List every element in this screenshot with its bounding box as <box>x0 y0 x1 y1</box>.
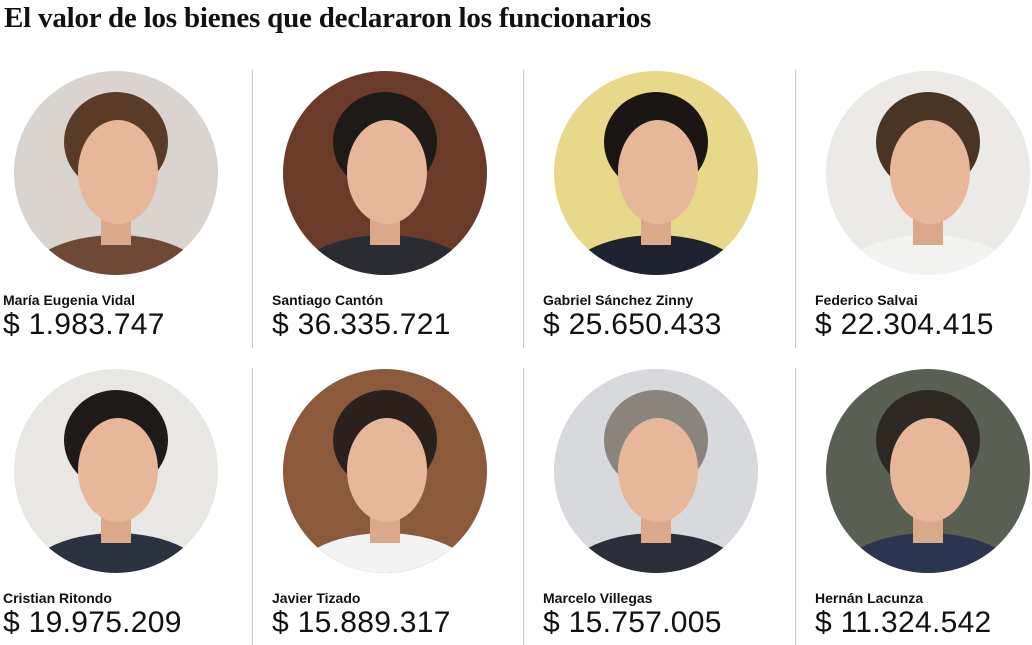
portrait <box>554 369 758 573</box>
portrait-group <box>283 369 487 573</box>
body <box>561 235 751 275</box>
column-divider <box>795 70 796 348</box>
face <box>890 418 970 522</box>
person-name: Marcelo Villegas <box>543 590 653 606</box>
portrait <box>554 71 758 275</box>
portrait <box>14 71 218 275</box>
person-name: Federico Salvai <box>815 292 918 308</box>
portrait <box>826 369 1030 573</box>
person-name: Hernán Lacunza <box>815 590 924 606</box>
body <box>833 533 1023 573</box>
portrait-group <box>554 71 758 275</box>
column-divider <box>523 368 524 645</box>
person-name: Javier Tizado <box>272 590 361 606</box>
face <box>618 120 698 224</box>
body <box>561 533 751 573</box>
face <box>347 120 427 224</box>
person-card: Cristian Ritondo $ 19.975.209 <box>3 368 261 645</box>
declared-amount: $ 15.889.317 <box>272 606 451 639</box>
person-card: Hernán Lacunza $ 11.324.542 <box>815 368 1032 645</box>
body <box>21 533 211 573</box>
declared-amount: $ 22.304.415 <box>815 308 994 341</box>
body <box>21 235 211 275</box>
person-card: Federico Salvai $ 22.304.415 <box>815 70 1032 368</box>
person-card: Santiago Cantón $ 36.335.721 <box>272 70 530 368</box>
person-card: Marcelo Villegas $ 15.757.005 <box>543 368 801 645</box>
declared-amount: $ 36.335.721 <box>272 308 451 341</box>
declared-amount: $ 19.975.209 <box>3 606 182 639</box>
face <box>890 120 970 224</box>
portrait-group <box>826 369 1030 573</box>
declared-amount: $ 15.757.005 <box>543 606 722 639</box>
column-divider <box>795 368 796 645</box>
declared-amount: $ 25.650.433 <box>543 308 722 341</box>
portrait <box>283 369 487 573</box>
portrait-group <box>14 369 218 573</box>
column-divider <box>252 70 253 348</box>
body <box>290 533 480 573</box>
person-name: María Eugenia Vidal <box>3 292 136 308</box>
person-card: Gabriel Sánchez Zinny $ 25.650.433 <box>543 70 801 368</box>
declared-amount: $ 1.983.747 <box>3 308 165 341</box>
face <box>78 418 158 522</box>
face <box>78 120 158 224</box>
portrait-group <box>283 71 487 275</box>
portrait-group <box>14 71 218 275</box>
person-name: Gabriel Sánchez Zinny <box>543 292 694 308</box>
face <box>347 418 427 522</box>
portrait-group <box>826 71 1030 275</box>
face <box>618 418 698 522</box>
title: El valor de los bienes que declararon lo… <box>4 2 652 34</box>
column-divider <box>252 368 253 645</box>
declared-amount: $ 11.324.542 <box>815 606 992 639</box>
portrait <box>14 369 218 573</box>
portrait <box>826 71 1030 275</box>
person-name: Cristian Ritondo <box>3 590 112 606</box>
person-name: Santiago Cantón <box>272 292 384 308</box>
person-card: Javier Tizado $ 15.889.317 <box>272 368 530 645</box>
portrait-group <box>554 369 758 573</box>
body <box>833 235 1023 275</box>
person-card: María Eugenia Vidal $ 1.983.747 <box>3 70 261 368</box>
portrait <box>283 71 487 275</box>
column-divider <box>523 70 524 348</box>
body <box>290 235 480 275</box>
